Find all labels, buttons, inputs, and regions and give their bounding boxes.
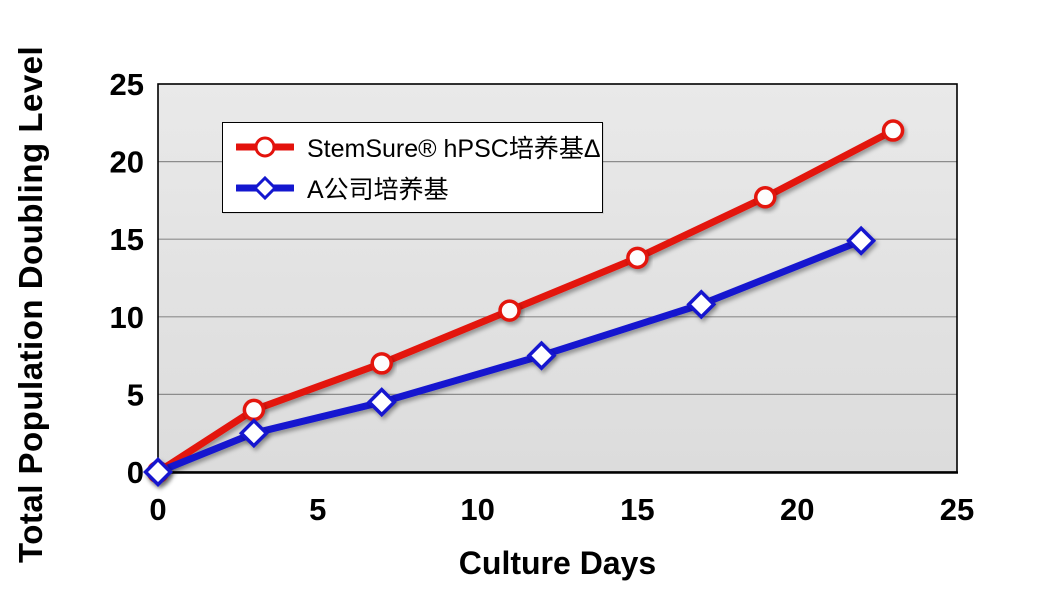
y-tick-label-20: 20 bbox=[110, 145, 144, 180]
data-point-series0-x19 bbox=[753, 186, 777, 209]
data-point-series1-x7 bbox=[366, 387, 397, 418]
data-point-series1-x12 bbox=[526, 340, 557, 371]
x-tick-label-15: 15 bbox=[620, 492, 654, 527]
y-tick-label-15: 15 bbox=[110, 222, 144, 257]
data-point-series0-x23 bbox=[881, 119, 905, 142]
data-point-series0-x11 bbox=[498, 299, 521, 322]
x-tick-label-20: 20 bbox=[780, 492, 814, 527]
data-point-series0-x15 bbox=[626, 246, 649, 270]
legend-marker-circle-icon bbox=[236, 136, 294, 158]
data-point-series0-x7 bbox=[370, 352, 393, 375]
x-tick-label-0: 0 bbox=[149, 492, 166, 527]
data-point-series0-x3 bbox=[242, 398, 266, 422]
y-tick-label-25: 25 bbox=[110, 67, 144, 102]
y-tick-label-10: 10 bbox=[110, 300, 144, 335]
data-point-series1-x0 bbox=[143, 457, 173, 487]
legend-item-stemsure: StemSure® hPSC培养基Δ bbox=[236, 129, 602, 165]
y-tick-label-0: 0 bbox=[127, 455, 144, 490]
legend-item-company-a: A公司培养基 bbox=[236, 170, 602, 206]
legend-label-stemsure: StemSure® hPSC培养基Δ bbox=[307, 134, 601, 163]
x-tick-label-25: 25 bbox=[940, 492, 974, 527]
series-line-1 bbox=[154, 237, 865, 476]
legend-label-company-a: A公司培养基 bbox=[307, 176, 449, 205]
y-tick-label-5: 5 bbox=[127, 377, 144, 412]
x-tick-label-5: 5 bbox=[309, 492, 326, 527]
legend: StemSure® hPSC培养基Δ A公司培养基 bbox=[222, 122, 603, 213]
data-point-series1-x3 bbox=[238, 418, 269, 449]
x-axis-title: Culture Days bbox=[458, 545, 657, 581]
data-point-series1-x17 bbox=[686, 289, 717, 320]
data-point-series1-x22 bbox=[846, 225, 877, 256]
legend-marker-diamond-icon bbox=[236, 176, 294, 201]
x-tick-label-10: 10 bbox=[460, 492, 494, 527]
